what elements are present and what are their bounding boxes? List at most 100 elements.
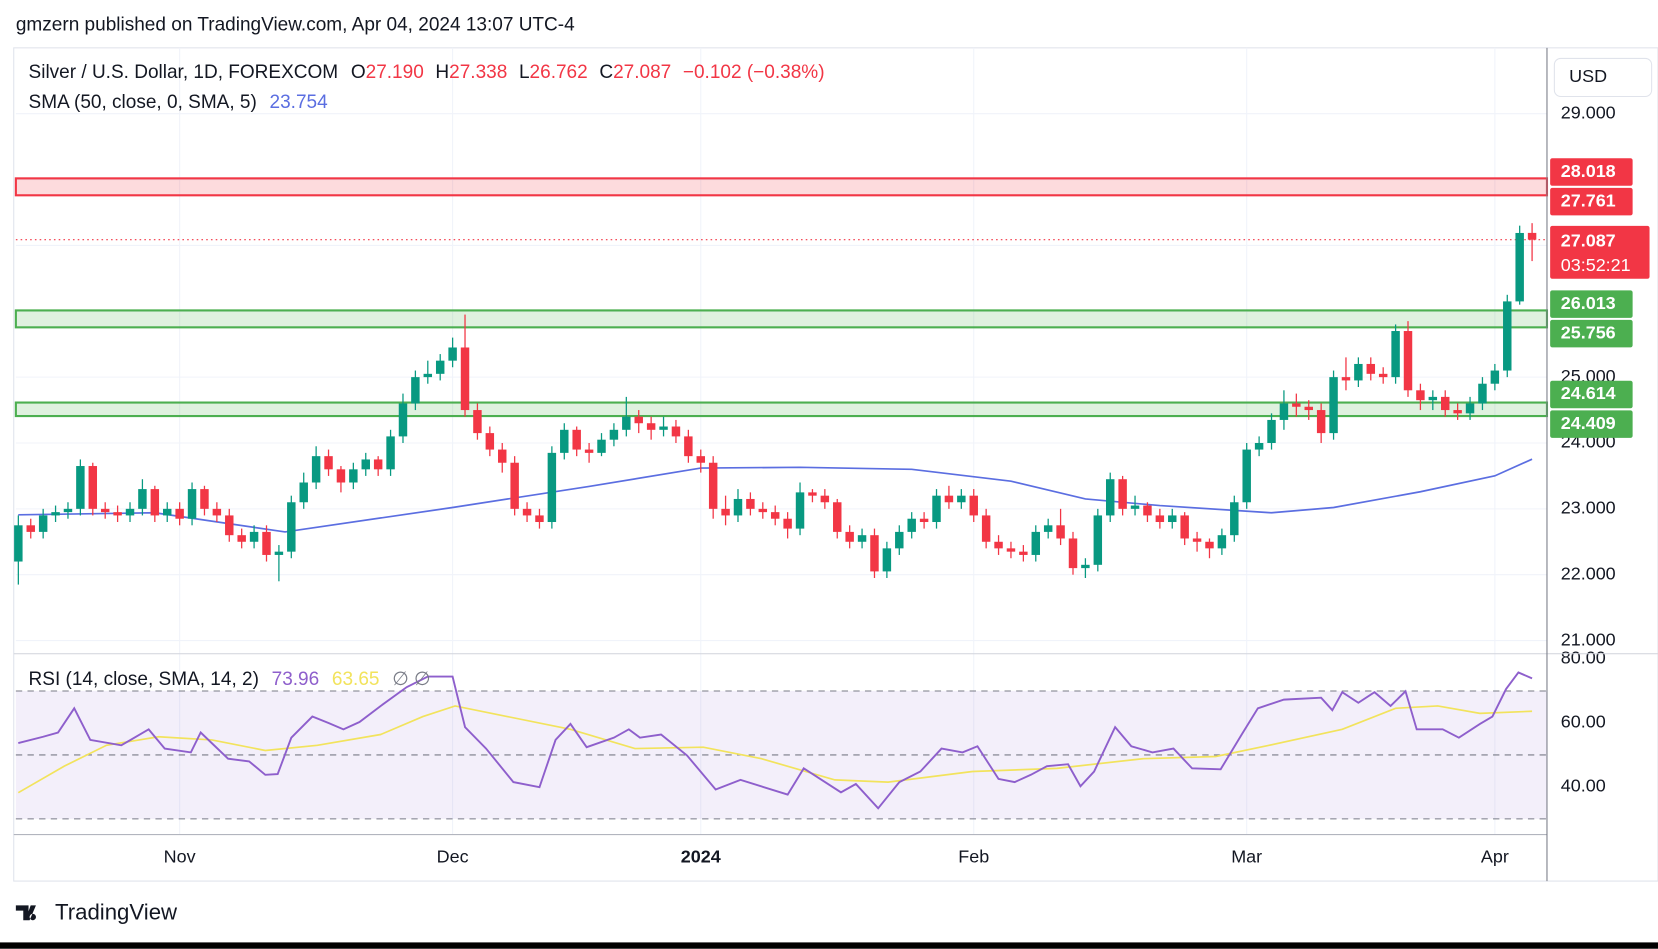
candle-body — [460, 347, 470, 411]
x-tick-label: Feb — [958, 847, 989, 867]
candle-body — [1019, 551, 1028, 555]
logo-text: TradingView — [55, 900, 178, 925]
candle-body — [187, 489, 197, 519]
candle-body — [1093, 515, 1103, 565]
x-tick-label: Dec — [437, 847, 469, 867]
candle-body — [584, 449, 594, 453]
candle-body — [1428, 396, 1438, 401]
rsi-line — [18, 671, 1533, 810]
currency[interactable]: USD — [1569, 66, 1607, 86]
candle-body — [919, 518, 929, 523]
candle-body — [498, 449, 507, 463]
candle-body — [386, 436, 395, 470]
candle-body — [423, 373, 433, 378]
price-zone — [14, 177, 1549, 197]
rsi-band-fill — [15, 690, 1547, 819]
candle-body — [1081, 564, 1090, 569]
candle-body — [1006, 548, 1016, 552]
candle-body — [969, 495, 978, 516]
candle-body — [1503, 301, 1512, 371]
y-tick-label: 22.000 — [1561, 563, 1616, 583]
rsi-value: 73.96 — [272, 669, 320, 690]
candle-body — [770, 512, 780, 519]
candle-body — [1465, 403, 1475, 414]
candle-body — [1043, 525, 1053, 532]
candle-body — [1329, 377, 1338, 434]
candle-body — [51, 512, 60, 516]
rsi-label: RSI (14, close, SMA, 14, 2) — [29, 669, 259, 690]
candle-body — [1056, 525, 1065, 539]
candle-body — [609, 429, 619, 440]
candle-body — [38, 515, 48, 532]
candle-body — [895, 531, 904, 549]
candle-body — [696, 456, 705, 463]
candle-body — [1242, 449, 1251, 503]
candle-body — [138, 489, 147, 509]
candle-body — [1192, 538, 1202, 542]
rsi-ma-value: 63.65 — [332, 669, 380, 690]
candle-body — [659, 426, 668, 430]
x-tick-label: Mar — [1231, 847, 1262, 867]
candle-body — [1378, 373, 1388, 378]
candle-body — [932, 495, 941, 523]
candle-body — [274, 551, 284, 555]
sma-label: SMA (50, close, 0, SMA, 5) — [29, 92, 257, 113]
candle-body — [1031, 531, 1041, 555]
sma-value: 23.754 — [270, 92, 329, 113]
currency-box[interactable] — [1553, 57, 1653, 98]
candle-body — [1416, 390, 1425, 401]
candle-body — [125, 508, 135, 516]
candle-body — [1217, 535, 1227, 549]
candle-body — [622, 416, 631, 430]
change-value: −0.102 (−0.38%) — [683, 62, 825, 83]
candle-body — [373, 459, 383, 470]
ohlc-key: O — [351, 62, 366, 83]
rsi-ma-line — [17, 705, 1533, 794]
candle-body — [1118, 479, 1127, 509]
candle-body — [646, 423, 656, 430]
zone-badge — [1550, 410, 1633, 438]
price-legend: Silver / U.S. Dollar, 1D, FOREXCOM O27.19… — [29, 62, 825, 83]
rsi-tick-label: 40.00 — [1561, 776, 1606, 796]
candle-body — [1354, 363, 1363, 381]
zone-badge — [1550, 158, 1633, 186]
candle-body — [1180, 515, 1189, 539]
candle-body — [572, 429, 581, 450]
candle-body — [1316, 410, 1326, 434]
zone-badge-label: 26.013 — [1561, 293, 1616, 313]
candle-body — [175, 508, 184, 519]
ohlc-key: C — [599, 62, 613, 83]
x-tick-label: Apr — [1481, 847, 1509, 867]
last-price-label: 27.087 — [1561, 231, 1616, 251]
candle-body — [1230, 502, 1239, 536]
y-tick-label: 21.000 — [1561, 629, 1616, 649]
chart-frame — [13, 47, 1658, 882]
candle-body — [1527, 232, 1537, 240]
candle-body — [510, 462, 519, 509]
candle-body — [1391, 331, 1400, 378]
candle-body — [1254, 442, 1264, 450]
candle-body — [249, 531, 259, 542]
candle-body — [845, 531, 854, 542]
candle-body — [684, 436, 693, 457]
x-tick-label: Nov — [164, 847, 196, 867]
countdown-label: 03:52:21 — [1561, 255, 1631, 275]
sma-line — [18, 458, 1533, 533]
candle-body — [237, 535, 246, 542]
candle-body — [708, 462, 718, 509]
ohlc-value: 27.190 — [366, 62, 424, 83]
candle-body — [485, 433, 495, 450]
x-tick-label: 2024 — [681, 847, 721, 867]
candle-body — [907, 518, 916, 532]
candle-body — [522, 508, 532, 516]
candle-body — [634, 416, 643, 424]
symbol-label: Silver / U.S. Dollar, 1D, FOREXCOM — [29, 62, 339, 83]
publish-header: gmzern published on TradingView.com, Apr… — [16, 15, 575, 36]
rsi-tick-label: 80.00 — [1561, 648, 1606, 668]
candle-body — [1105, 479, 1115, 516]
candle-body — [882, 548, 892, 572]
candle-body — [1453, 410, 1462, 414]
candle-body — [1279, 403, 1289, 420]
